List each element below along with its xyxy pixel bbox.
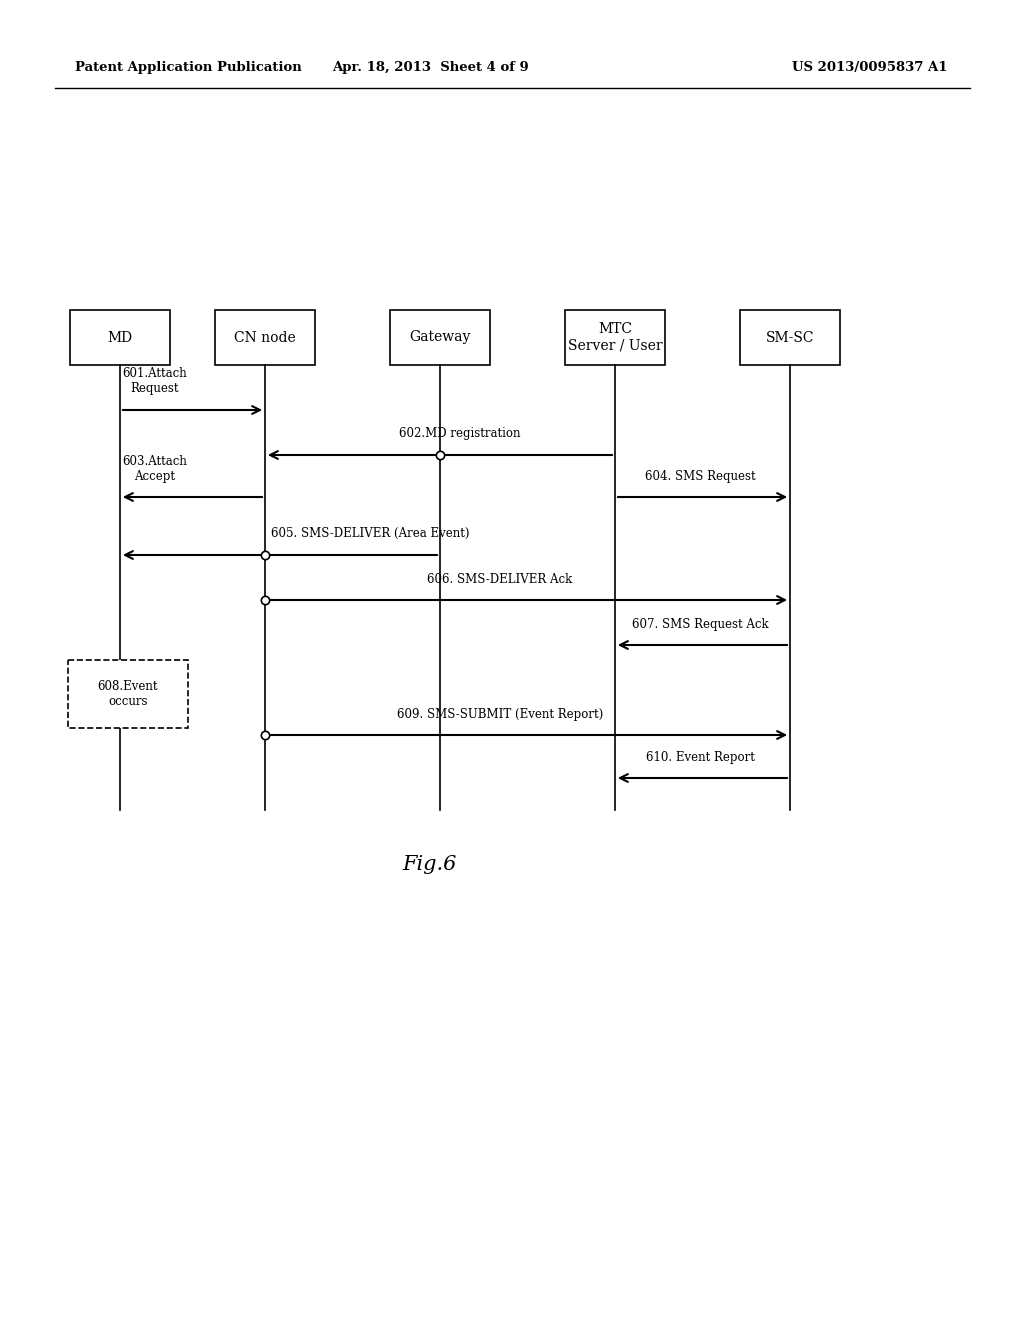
- Text: 606. SMS-DELIVER Ack: 606. SMS-DELIVER Ack: [427, 573, 572, 586]
- Text: 607. SMS Request Ack: 607. SMS Request Ack: [632, 618, 768, 631]
- Text: MD: MD: [108, 330, 132, 345]
- Text: US 2013/0095837 A1: US 2013/0095837 A1: [793, 62, 948, 74]
- Text: 604. SMS Request: 604. SMS Request: [645, 470, 756, 483]
- Bar: [390, 310, 490, 366]
- Text: Gateway: Gateway: [410, 330, 471, 345]
- Text: MTC
Server / User: MTC Server / User: [567, 322, 663, 352]
- Text: Patent Application Publication: Patent Application Publication: [75, 62, 302, 74]
- Bar: [740, 310, 840, 366]
- Text: 603.Attach
Accept: 603.Attach Accept: [123, 455, 187, 483]
- Bar: [565, 310, 665, 366]
- Text: Fig.6: Fig.6: [402, 855, 457, 874]
- Text: SM-SC: SM-SC: [766, 330, 814, 345]
- Bar: [215, 310, 315, 366]
- Bar: [68, 660, 188, 729]
- Text: 608.Event
occurs: 608.Event occurs: [97, 680, 159, 708]
- Text: Apr. 18, 2013  Sheet 4 of 9: Apr. 18, 2013 Sheet 4 of 9: [332, 62, 528, 74]
- Text: CN node: CN node: [234, 330, 296, 345]
- Text: 610. Event Report: 610. Event Report: [645, 751, 755, 764]
- Text: 605. SMS-DELIVER (Area Event): 605. SMS-DELIVER (Area Event): [270, 527, 469, 540]
- Bar: [70, 310, 170, 366]
- Text: 601.Attach
Request: 601.Attach Request: [123, 367, 187, 395]
- Text: 609. SMS-SUBMIT (Event Report): 609. SMS-SUBMIT (Event Report): [397, 708, 603, 721]
- Text: 602.MD registration: 602.MD registration: [399, 426, 521, 440]
